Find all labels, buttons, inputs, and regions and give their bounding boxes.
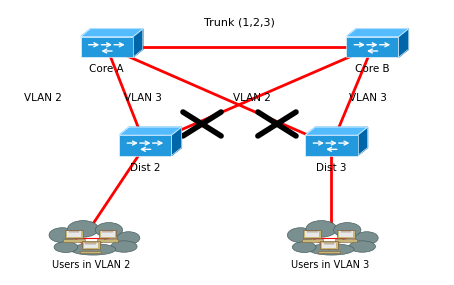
Ellipse shape xyxy=(70,244,116,255)
Ellipse shape xyxy=(309,244,354,255)
FancyBboxPatch shape xyxy=(306,135,358,156)
FancyBboxPatch shape xyxy=(80,251,102,253)
FancyBboxPatch shape xyxy=(81,37,133,57)
Ellipse shape xyxy=(292,242,316,253)
FancyBboxPatch shape xyxy=(82,241,100,249)
FancyBboxPatch shape xyxy=(101,231,114,237)
Ellipse shape xyxy=(95,223,123,237)
FancyBboxPatch shape xyxy=(335,239,357,242)
FancyBboxPatch shape xyxy=(67,231,81,237)
FancyBboxPatch shape xyxy=(99,230,117,238)
FancyBboxPatch shape xyxy=(301,239,323,242)
Ellipse shape xyxy=(54,242,78,253)
Text: VLAN 3: VLAN 3 xyxy=(124,93,162,103)
Ellipse shape xyxy=(306,221,337,237)
Polygon shape xyxy=(119,127,182,135)
Text: VLAN 3: VLAN 3 xyxy=(349,93,387,103)
FancyBboxPatch shape xyxy=(65,230,83,238)
Ellipse shape xyxy=(355,232,378,244)
Polygon shape xyxy=(306,127,368,135)
FancyBboxPatch shape xyxy=(346,37,399,57)
Text: Dist 2: Dist 2 xyxy=(130,163,161,173)
Text: Trunk (1,2,3): Trunk (1,2,3) xyxy=(204,18,275,28)
FancyBboxPatch shape xyxy=(303,230,321,238)
FancyBboxPatch shape xyxy=(119,135,172,156)
Text: Core B: Core B xyxy=(355,64,390,74)
Polygon shape xyxy=(133,29,143,57)
Text: Users in VLAN 3: Users in VLAN 3 xyxy=(291,260,369,270)
Polygon shape xyxy=(346,29,409,37)
Ellipse shape xyxy=(111,241,137,252)
Ellipse shape xyxy=(117,232,140,244)
Text: VLAN 2: VLAN 2 xyxy=(24,93,62,103)
Polygon shape xyxy=(399,29,409,57)
Polygon shape xyxy=(172,127,182,156)
Ellipse shape xyxy=(334,223,361,237)
FancyBboxPatch shape xyxy=(322,243,336,248)
FancyBboxPatch shape xyxy=(306,231,319,237)
Ellipse shape xyxy=(49,228,75,243)
Text: Core A: Core A xyxy=(89,64,124,74)
FancyBboxPatch shape xyxy=(318,251,340,253)
FancyBboxPatch shape xyxy=(63,239,85,242)
Polygon shape xyxy=(358,127,368,156)
Text: VLAN 2: VLAN 2 xyxy=(233,93,271,103)
FancyBboxPatch shape xyxy=(97,239,118,242)
FancyBboxPatch shape xyxy=(84,243,98,248)
Polygon shape xyxy=(81,29,143,37)
Ellipse shape xyxy=(68,221,99,237)
Ellipse shape xyxy=(287,228,314,243)
FancyBboxPatch shape xyxy=(320,241,338,249)
FancyBboxPatch shape xyxy=(339,231,353,237)
Ellipse shape xyxy=(349,241,375,252)
Text: Dist 3: Dist 3 xyxy=(316,163,347,173)
Text: Users in VLAN 2: Users in VLAN 2 xyxy=(52,260,131,270)
FancyBboxPatch shape xyxy=(337,230,355,238)
